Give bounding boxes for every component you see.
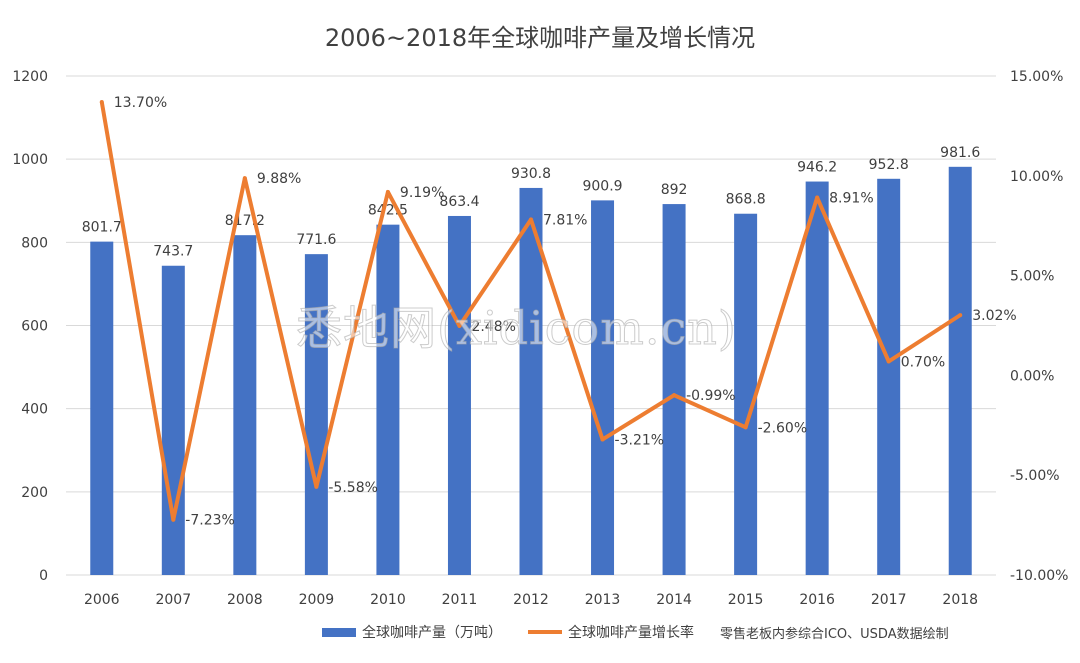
x-tick-label: 2012 xyxy=(513,592,549,608)
growth-point xyxy=(886,359,891,364)
growth-point xyxy=(672,393,677,398)
x-tick-label: 2006 xyxy=(84,592,120,608)
bar xyxy=(519,187,543,576)
growth-point xyxy=(171,517,176,522)
growth-data-label: -7.23% xyxy=(185,513,235,529)
growth-data-label: -5.58% xyxy=(328,480,378,496)
bar xyxy=(662,204,686,575)
bar-data-label: 743.7 xyxy=(153,244,193,260)
y-left-tick-label: 600 xyxy=(21,319,48,335)
growth-data-label: 9.88% xyxy=(257,171,301,187)
legend-item-production: 全球咖啡产量（万吨） xyxy=(322,622,502,642)
x-tick-label: 2010 xyxy=(370,592,406,608)
bar-data-label: 981.6 xyxy=(940,145,980,161)
growth-data-label: -0.99% xyxy=(686,388,736,404)
y-left-tick-label: 400 xyxy=(21,402,48,418)
x-tick-label: 2007 xyxy=(155,592,191,608)
bar-data-label: 863.4 xyxy=(439,194,479,210)
bar-data-label: 952.8 xyxy=(869,157,909,173)
growth-data-label: 2.48% xyxy=(471,319,515,335)
y-left-tick-label: 0 xyxy=(39,568,48,584)
watermark-text: 悉地网(xidicom.cn) xyxy=(296,301,737,356)
bar xyxy=(161,265,185,575)
x-tick-label: 2015 xyxy=(728,592,764,608)
bar-data-label: 771.6 xyxy=(296,232,336,248)
y-right-tick-label: -10.00% xyxy=(1010,568,1068,584)
legend: 全球咖啡产量（万吨） 全球咖啡产量增长率 零售老板内参综合ICO、USDA数据绘… xyxy=(322,622,949,642)
y-left-tick-label: 200 xyxy=(21,485,48,501)
bar xyxy=(734,213,758,575)
growth-point xyxy=(242,176,247,181)
legend-label-production: 全球咖啡产量（万吨） xyxy=(362,625,502,641)
growth-data-label: 7.81% xyxy=(543,213,587,229)
x-tick-label: 2009 xyxy=(299,592,335,608)
legend-swatch-line xyxy=(528,630,562,634)
y-right-tick-label: 15.00% xyxy=(1010,69,1063,85)
x-tick-label: 2018 xyxy=(942,592,978,608)
growth-point xyxy=(743,425,748,430)
legend-swatch-bar xyxy=(322,627,356,637)
growth-data-label: 9.19% xyxy=(400,185,444,201)
growth-point xyxy=(457,323,462,328)
bar-data-label: 801.7 xyxy=(82,220,122,236)
bar xyxy=(376,224,400,576)
y-right-tick-label: 5.00% xyxy=(1010,269,1054,285)
bar xyxy=(948,166,972,575)
growth-point xyxy=(529,217,533,222)
growth-point xyxy=(958,313,963,318)
x-tick-label: 2016 xyxy=(799,592,835,608)
bar-data-label: 946.2 xyxy=(797,160,837,176)
x-tick-label: 2014 xyxy=(656,592,692,608)
y-left-tick-label: 1000 xyxy=(12,152,48,168)
y-right-tick-label: -5.00% xyxy=(1010,468,1060,484)
legend-label-growth: 全球咖啡产量增长率 xyxy=(568,625,694,641)
bar-data-label: 892 xyxy=(661,182,688,198)
growth-data-label: 13.70% xyxy=(114,95,167,111)
growth-point xyxy=(815,195,820,200)
growth-data-label: 3.02% xyxy=(972,308,1016,324)
bar xyxy=(447,215,471,576)
growth-data-label: -2.60% xyxy=(758,420,808,436)
bar xyxy=(304,254,328,575)
bar-data-label: 868.8 xyxy=(726,192,766,208)
bar xyxy=(90,241,114,576)
bar-data-label: 930.8 xyxy=(511,166,551,182)
y-left-tick-label: 800 xyxy=(21,235,48,251)
bar xyxy=(877,178,901,575)
bar xyxy=(591,200,615,576)
growth-point xyxy=(314,484,319,489)
y-left-tick-label: 1200 xyxy=(12,69,48,85)
source-note: 零售老板内参综合ICO、USDA数据绘制 xyxy=(720,626,949,642)
bar-data-label: 817.2 xyxy=(225,213,265,229)
growth-point xyxy=(385,189,390,194)
growth-data-label: 8.91% xyxy=(829,191,873,207)
bar xyxy=(805,181,829,575)
bar-data-label: 900.9 xyxy=(582,178,622,194)
x-tick-label: 2008 xyxy=(227,592,263,608)
y-right-tick-label: 0.00% xyxy=(1010,368,1054,384)
growth-point xyxy=(99,99,104,104)
growth-point xyxy=(600,437,605,442)
growth-data-label: -3.21% xyxy=(615,432,665,448)
x-tick-label: 2017 xyxy=(871,592,907,608)
bar xyxy=(233,235,257,575)
legend-item-growth: 全球咖啡产量增长率 xyxy=(528,622,694,642)
growth-data-label: 0.70% xyxy=(901,354,945,370)
x-tick-label: 2013 xyxy=(585,592,621,608)
chart-title: 2006~2018年全球咖啡产量及增长情况 xyxy=(324,24,756,52)
y-right-tick-label: 10.00% xyxy=(1010,169,1063,185)
x-tick-label: 2011 xyxy=(442,592,478,608)
